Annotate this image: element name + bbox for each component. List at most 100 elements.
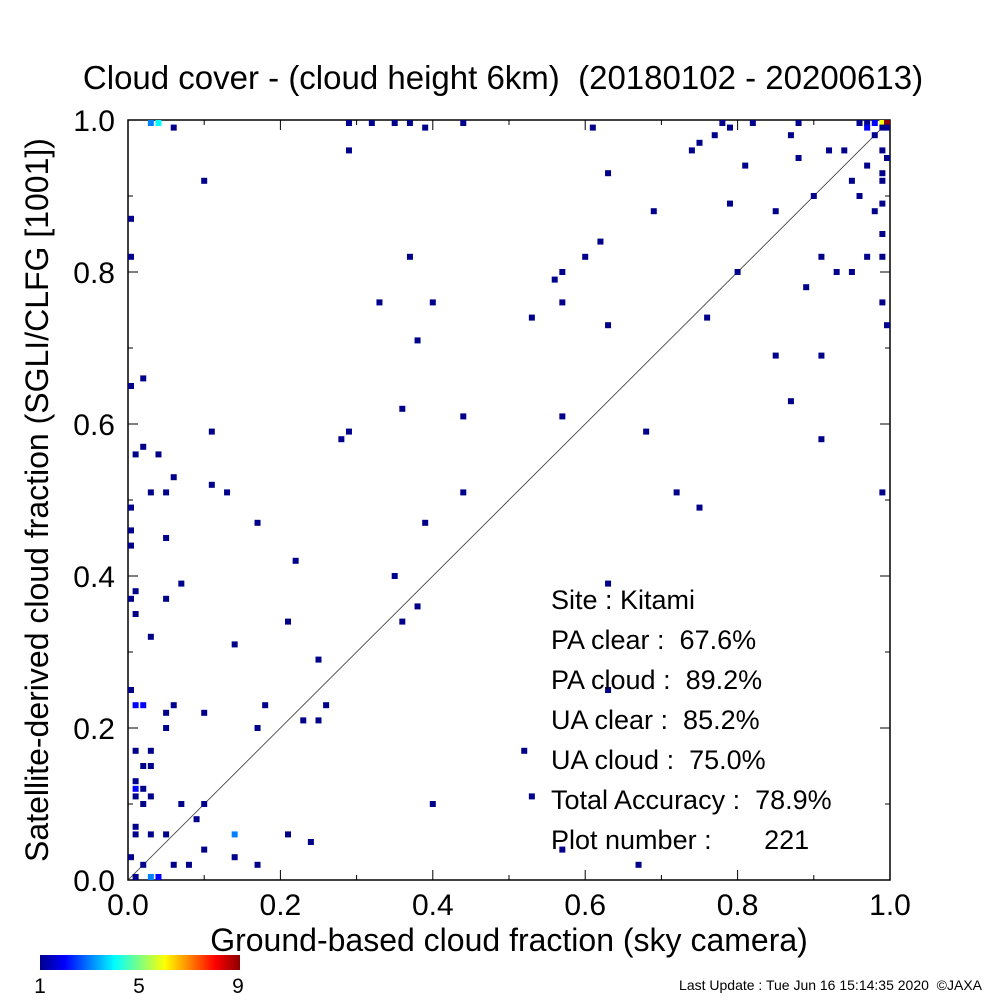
colorbar-min-label: 1 — [34, 975, 46, 998]
data-point — [178, 801, 185, 807]
data-point — [140, 443, 147, 450]
data-point — [818, 352, 825, 359]
data-point — [254, 725, 261, 731]
data-point — [559, 299, 566, 306]
plot-area — [127, 119, 891, 881]
data-point — [224, 489, 231, 496]
data-point — [399, 618, 406, 625]
y-tick-label: 1.0 — [73, 105, 115, 138]
stats-box: Site : Kitami PA clear : 67.6% PA cloud : … — [551, 585, 832, 855]
data-point — [879, 124, 886, 131]
data-point — [128, 383, 134, 389]
x-tick-label: 0.0 — [107, 889, 149, 922]
data-point — [864, 253, 871, 260]
y-tick-label: 0.4 — [73, 561, 115, 594]
data-point — [528, 793, 535, 800]
y-tick-label: 0.8 — [73, 257, 115, 290]
data-point — [414, 603, 421, 610]
data-point — [338, 436, 345, 443]
data-point — [140, 861, 147, 868]
data-point — [787, 398, 794, 405]
data-point — [132, 451, 139, 458]
data-point — [132, 793, 139, 800]
y-axis-label: Satellite-derived cloud fraction (SGLI/C… — [19, 138, 55, 862]
data-point — [163, 831, 170, 838]
data-point — [704, 314, 711, 321]
data-point — [132, 747, 139, 754]
data-point — [128, 542, 134, 549]
data-point — [163, 489, 170, 496]
data-point — [605, 580, 612, 587]
data-point — [650, 208, 657, 215]
y-tick-label: 0.2 — [73, 713, 115, 746]
data-point — [147, 120, 154, 126]
data-point — [643, 428, 650, 435]
x-tick-label: 0.4 — [412, 889, 454, 922]
data-point — [871, 208, 878, 215]
data-point — [170, 124, 177, 131]
data-point — [155, 451, 162, 458]
data-point — [128, 215, 134, 222]
data-point — [848, 269, 855, 275]
data-point — [422, 519, 429, 526]
x-axis-label: Ground-based cloud fraction (sky camera) — [210, 922, 808, 958]
data-point — [711, 132, 718, 139]
data-point — [795, 155, 802, 161]
data-point — [879, 200, 886, 207]
data-point — [140, 702, 147, 709]
data-point — [460, 120, 467, 126]
data-point — [826, 147, 833, 154]
data-point — [262, 702, 269, 709]
data-point — [429, 299, 436, 306]
data-point — [292, 557, 299, 564]
data-point — [147, 747, 154, 754]
data-point — [521, 747, 528, 754]
data-point — [559, 269, 566, 275]
data-point — [140, 375, 147, 382]
data-point — [803, 284, 810, 291]
data-point — [132, 611, 139, 617]
data-point — [231, 831, 238, 838]
data-points — [128, 120, 890, 880]
data-point — [163, 709, 170, 716]
data-point — [559, 413, 566, 420]
data-point — [147, 763, 154, 769]
data-point — [597, 238, 604, 245]
colorbar-gradient — [40, 955, 240, 970]
data-point — [155, 120, 162, 126]
data-point — [178, 580, 185, 587]
data-point — [231, 854, 238, 861]
data-point — [345, 147, 352, 154]
data-point — [582, 253, 589, 260]
data-point — [871, 120, 878, 126]
data-point — [147, 874, 154, 880]
data-point — [368, 120, 375, 126]
data-point — [422, 124, 429, 131]
data-point — [879, 120, 886, 126]
data-point — [460, 489, 467, 496]
data-point — [635, 861, 642, 868]
data-point — [696, 139, 703, 146]
data-point — [879, 177, 886, 184]
y-tick-labels: 0.0 0.2 0.4 0.6 0.8 1.0 — [73, 105, 115, 898]
x-tick-label: 1.0 — [869, 889, 911, 922]
data-point — [254, 519, 261, 526]
data-point — [605, 687, 612, 693]
data-point — [818, 253, 825, 260]
data-point — [208, 428, 215, 435]
data-point — [848, 177, 855, 184]
data-point — [323, 702, 330, 709]
data-point — [128, 595, 134, 602]
x-tick-labels: 0.0 0.2 0.4 0.6 0.8 1.0 — [107, 889, 911, 922]
data-point — [726, 124, 733, 131]
data-point — [879, 147, 886, 154]
data-point — [132, 823, 139, 830]
data-point — [128, 687, 134, 693]
data-point — [345, 428, 352, 435]
data-point — [128, 854, 134, 861]
data-point — [864, 120, 871, 126]
data-point — [749, 120, 756, 126]
data-point — [140, 785, 147, 792]
data-point — [399, 405, 406, 412]
